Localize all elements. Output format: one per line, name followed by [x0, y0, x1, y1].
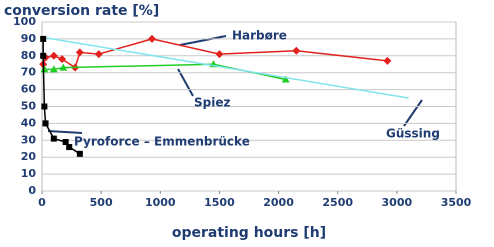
y-tick-label: 70 [21, 66, 37, 79]
marker [59, 63, 68, 71]
y-tick-label: 50 [21, 100, 37, 113]
x-tick-label: 2500 [322, 196, 353, 209]
series-label: Güssing [386, 127, 440, 141]
marker [148, 34, 157, 43]
series-line [41, 36, 409, 99]
marker [281, 75, 290, 83]
x-tick-label: 2000 [263, 196, 294, 209]
x-tick-label: 1000 [145, 196, 176, 209]
marker [42, 120, 49, 127]
marker [94, 50, 103, 59]
leader-lines [47, 35, 423, 134]
y-tick-label: 90 [21, 32, 37, 45]
series-line [42, 38, 388, 69]
y-tick-label: 80 [21, 49, 37, 62]
marker [49, 51, 58, 60]
y-tick-label: 10 [21, 167, 37, 180]
marker [58, 55, 67, 64]
marker [76, 150, 83, 157]
y-tick-label: 40 [21, 116, 37, 129]
series-label: Spiez [194, 96, 230, 110]
y-tick-label: 0 [28, 184, 36, 197]
leader-line [47, 130, 83, 134]
y-tick-label: 100 [13, 15, 36, 28]
x-tick-label: 500 [90, 196, 113, 209]
series-label: Pyroforce – Emmenbrücke [74, 135, 250, 149]
x-tick-label: 0 [38, 196, 46, 209]
y-tick-label: 30 [21, 133, 37, 146]
leader-line [179, 35, 227, 46]
x-tick-label: 1500 [204, 196, 235, 209]
marker [75, 48, 84, 57]
marker [40, 65, 49, 73]
x-tick-label: 3500 [441, 196, 472, 209]
marker [62, 138, 69, 145]
y-tick-label: 60 [21, 83, 37, 96]
marker [40, 35, 47, 42]
leader-line [403, 99, 423, 127]
leader-line [177, 68, 194, 97]
marker [40, 52, 47, 59]
marker [383, 56, 392, 65]
marker [215, 50, 224, 59]
marker [292, 46, 301, 55]
series-label: Harbøre [232, 29, 287, 43]
marker [66, 144, 73, 151]
y-tick-label: 20 [21, 150, 37, 163]
marker [50, 135, 57, 142]
y-axis-label: conversion rate [%] [4, 3, 159, 19]
x-tick-label: 3000 [382, 196, 413, 209]
marker [41, 103, 48, 110]
marker [49, 65, 58, 73]
x-axis-label: operating hours [h] [172, 225, 326, 241]
